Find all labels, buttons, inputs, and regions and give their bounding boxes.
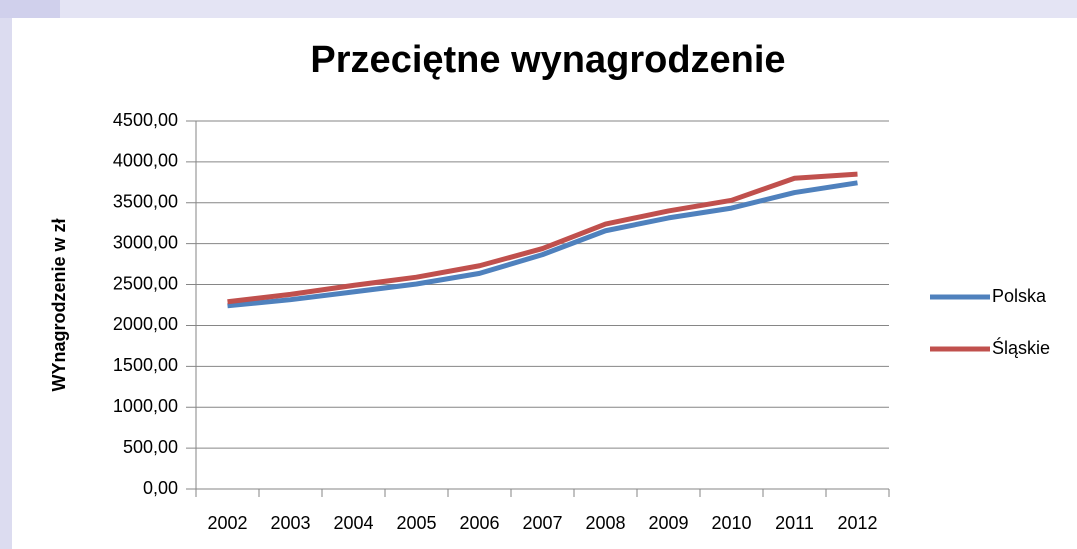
y-tick-label: 4000,00 bbox=[113, 151, 178, 171]
y-tick-label: 1500,00 bbox=[113, 355, 178, 375]
x-tick-label: 2007 bbox=[522, 513, 562, 533]
y-tick-label: 500,00 bbox=[123, 437, 178, 457]
y-tick-label: 3000,00 bbox=[113, 232, 178, 252]
x-tick-label: 2002 bbox=[207, 513, 247, 533]
x-tick-label: 2004 bbox=[333, 513, 373, 533]
frame-left bbox=[0, 0, 12, 549]
y-tick-label: 1000,00 bbox=[113, 396, 178, 416]
x-tick-label: 2010 bbox=[711, 513, 751, 533]
y-tick-label: 2500,00 bbox=[113, 273, 178, 293]
x-tick-label: 2011 bbox=[775, 513, 814, 533]
y-tick-label: 2000,00 bbox=[113, 314, 178, 334]
x-tick-label: 2008 bbox=[585, 513, 625, 533]
y-tick-label: 4500,00 bbox=[113, 110, 178, 130]
y-tick-label: 3500,00 bbox=[113, 192, 178, 212]
x-tick-label: 2003 bbox=[270, 513, 310, 533]
x-tick-label: 2006 bbox=[459, 513, 499, 533]
legend-label: Śląskie bbox=[992, 337, 1050, 358]
y-axis-label: WYnagrodzenie w zł bbox=[49, 218, 69, 391]
data-line bbox=[227, 180, 858, 309]
x-tick-label: 2005 bbox=[396, 513, 436, 533]
frame-top bbox=[0, 0, 1077, 18]
x-tick-label: 2009 bbox=[648, 513, 688, 533]
y-tick-label: 0,00 bbox=[143, 478, 178, 498]
frame-corner bbox=[0, 0, 60, 18]
chart-title: Przeciętne wynagrodzenie bbox=[310, 39, 785, 81]
x-tick-label: 2012 bbox=[837, 513, 877, 533]
legend-label: Polska bbox=[992, 286, 1047, 306]
data-line bbox=[227, 171, 858, 305]
